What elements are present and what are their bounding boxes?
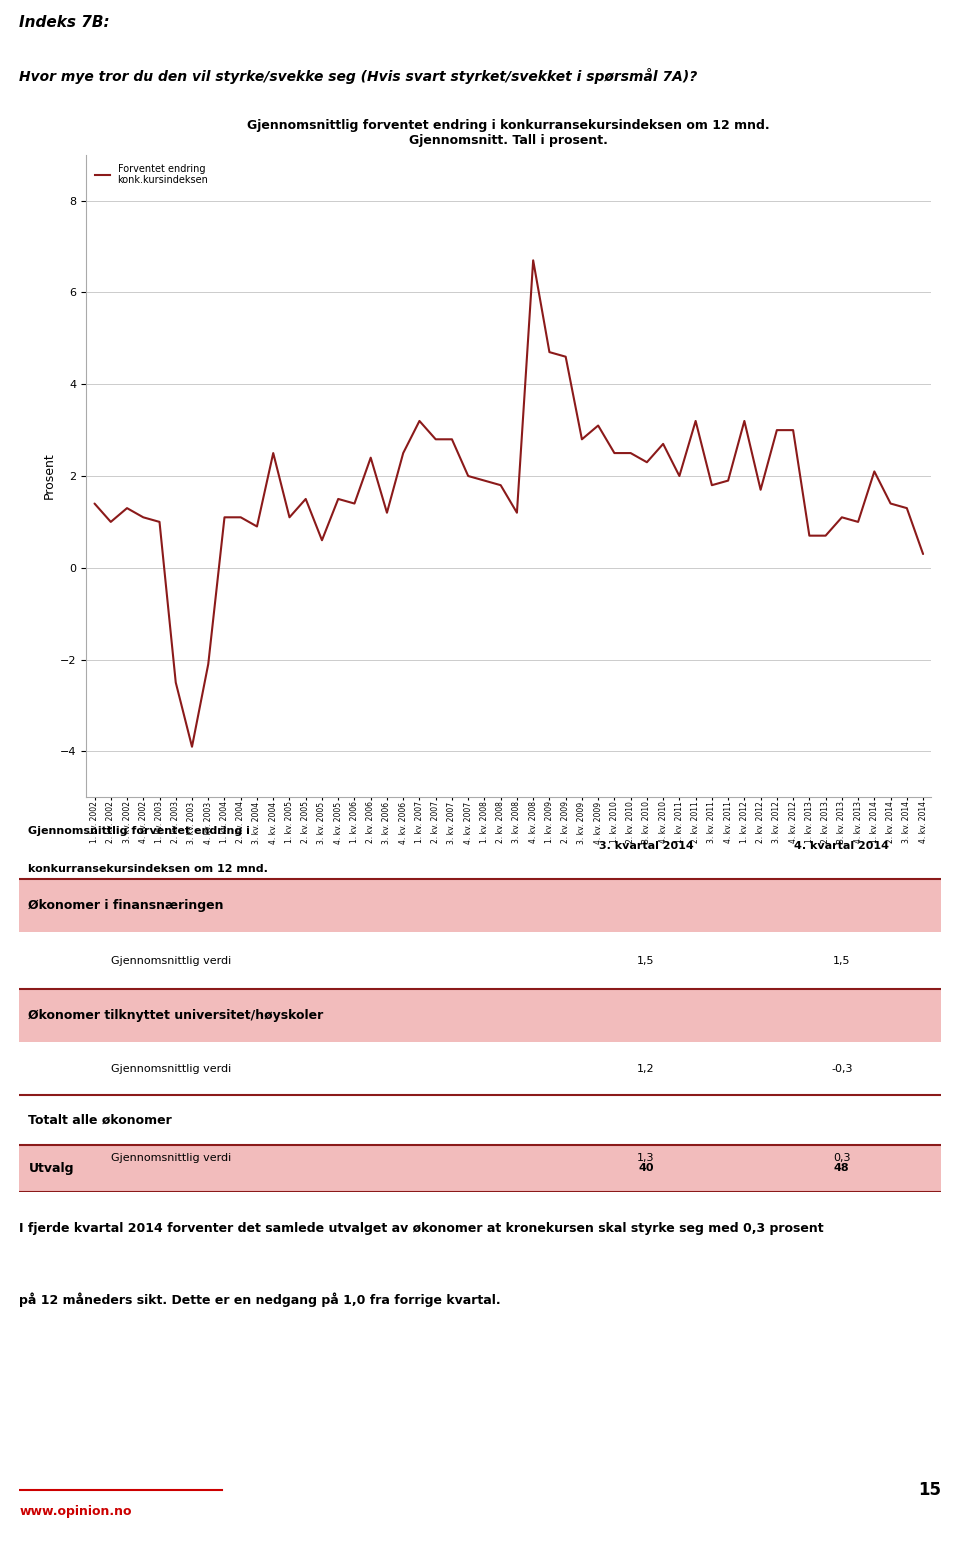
Text: Utvalg: Utvalg [29,1161,74,1175]
Y-axis label: Prosent: Prosent [43,452,56,500]
Text: Gjennomsnittlig verdi: Gjennomsnittlig verdi [111,1063,231,1074]
Text: 48: 48 [834,1163,850,1173]
Text: Totalt alle økonomer: Totalt alle økonomer [29,1113,172,1127]
Text: Gjennomsnittlig verdi: Gjennomsnittlig verdi [111,1153,231,1163]
Text: Økonomer tilknyttet universitet/høyskoler: Økonomer tilknyttet universitet/høyskole… [29,1009,324,1022]
Text: 15: 15 [918,1481,941,1498]
Text: 1,5: 1,5 [637,955,655,966]
Bar [19,879,941,932]
Text: 3. kvartal 2014: 3. kvartal 2014 [598,841,693,851]
Text: konkurransekursindeksen om 12 mnd.: konkurransekursindeksen om 12 mnd. [29,864,268,873]
Text: 4. kvartal 2014: 4. kvartal 2014 [794,841,889,851]
Text: I fjerde kvartal 2014 forventer det samlede utvalget av økonomer at kronekursen : I fjerde kvartal 2014 forventer det saml… [19,1223,824,1235]
Bar [19,989,941,1042]
Text: Økonomer i finansnæringen: Økonomer i finansnæringen [29,899,224,912]
Bar [19,1096,941,1144]
Text: Gjennomsnittlig forventet endring i: Gjennomsnittlig forventet endring i [29,825,251,836]
Text: Hvor mye tror du den vil styrke/svekke seg (Hvis svart styrket/svekket i spørsmå: Hvor mye tror du den vil styrke/svekke s… [19,68,698,84]
Text: 1,5: 1,5 [833,955,851,966]
Text: -0,3: -0,3 [831,1063,852,1074]
Text: Indeks 7B:: Indeks 7B: [19,15,109,31]
Bar [19,1144,941,1192]
Text: www.opinion.no: www.opinion.no [19,1505,132,1519]
Text: Gjennomsnittlig verdi: Gjennomsnittlig verdi [111,955,231,966]
Legend: Forventet endring
konk.kursindeksen: Forventet endring konk.kursindeksen [91,159,212,189]
Text: 1,2: 1,2 [637,1063,655,1074]
Text: på 12 måneders sikt. Dette er en nedgang på 1,0 fra forrige kvartal.: på 12 måneders sikt. Dette er en nedgang… [19,1293,501,1308]
Title: Gjennomsnittlig forventet endring i konkurransekursindeksen om 12 mnd.
Gjennomsn: Gjennomsnittlig forventet endring i konk… [248,119,770,147]
Text: 0,3: 0,3 [833,1153,851,1163]
Text: 1,3: 1,3 [637,1153,655,1163]
Text: 40: 40 [638,1163,654,1173]
